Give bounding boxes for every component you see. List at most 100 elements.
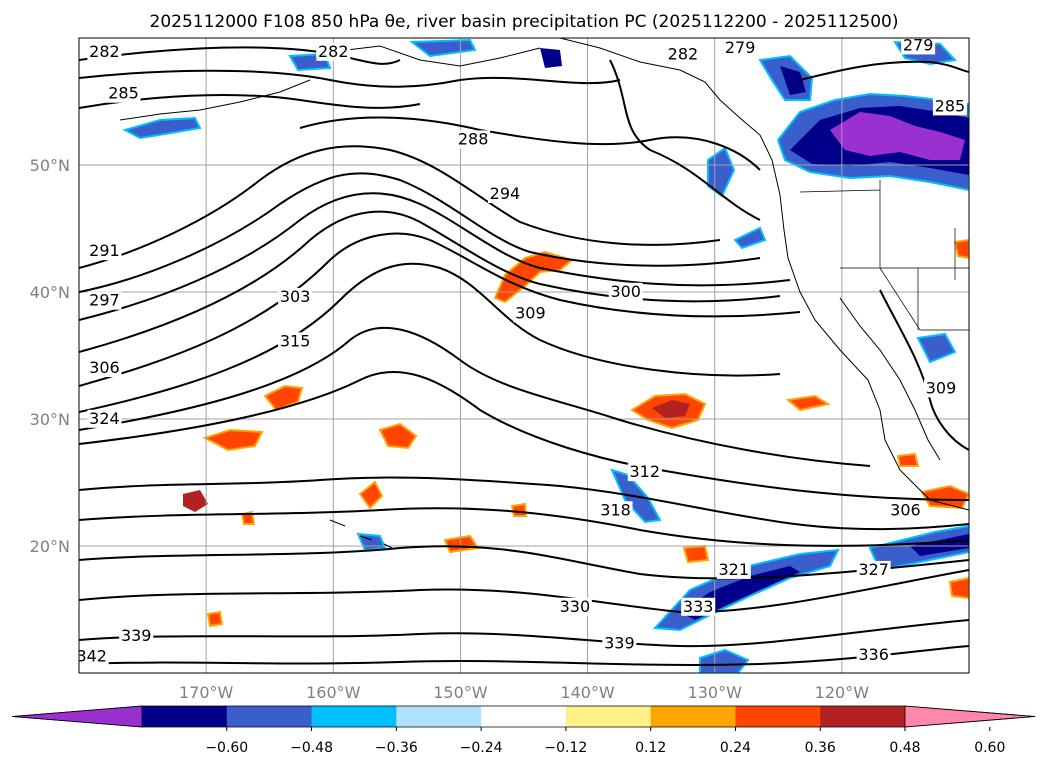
contour-label: 312 — [630, 462, 661, 481]
contour-label: 282 — [318, 42, 349, 61]
map-frame — [78, 37, 970, 674]
contour-label: 291 — [89, 241, 120, 260]
colorbar-tick-label: 0.60 — [974, 740, 1005, 756]
precip-pos-region — [358, 480, 384, 510]
contour-line — [79, 619, 969, 648]
map-panel: 282 282 279 279 282 285 285 288 294 291 297 303 300 3… — [79, 35, 969, 673]
latitude-tick-labels: 50°N 40°N 30°N 20°N — [30, 156, 70, 556]
contour-label-background — [602, 634, 637, 653]
contour-label-background — [87, 42, 122, 61]
colorbar-tick-label: −0.24 — [460, 740, 503, 756]
contour-label: 333 — [683, 597, 714, 616]
contour-label-background — [557, 597, 592, 616]
contour-label-background — [856, 646, 891, 665]
contour-label: 327 — [858, 560, 889, 579]
lon-tick-label: 170°W — [179, 683, 234, 702]
colorbar-tick-label: −0.48 — [290, 740, 333, 756]
colorbar-tick-label: 0.48 — [889, 740, 920, 756]
contour-label-background — [278, 332, 313, 351]
contour-label-background — [87, 242, 122, 261]
contour-label-background — [87, 291, 122, 310]
contour-line — [609, 59, 761, 221]
colorbar-extend-high — [904, 705, 1036, 728]
precip-pos-region — [263, 384, 304, 412]
contour-label: 309 — [515, 303, 546, 322]
contour-label-background — [278, 287, 313, 306]
contour-label: 336 — [858, 645, 889, 664]
precip-pos-region — [183, 490, 208, 512]
colorbar-segment — [481, 706, 567, 727]
colorbar-tick-label: 0.24 — [720, 740, 751, 756]
contour-label: 339 — [121, 626, 152, 645]
contour-label-background — [681, 597, 716, 616]
contour-line — [79, 569, 969, 614]
lon-tick-label: 120°W — [815, 683, 870, 702]
contour-label: 303 — [280, 287, 311, 306]
hawaii-islands — [329, 519, 393, 549]
lon-tick-label: 140°W — [560, 683, 615, 702]
precip-neg-region — [699, 648, 750, 673]
contour-label-background — [598, 501, 633, 520]
lat-tick-label: 40°N — [30, 283, 70, 302]
contour-line — [79, 262, 781, 413]
contour-label: 288 — [458, 129, 489, 148]
contour-labels: 282 282 279 279 282 285 285 288 294 291 297 303 300 3… — [79, 35, 967, 666]
lon-tick-label: 150°W — [433, 683, 488, 702]
contour-line — [299, 116, 761, 171]
state-borders — [799, 180, 969, 331]
contour-label-background — [513, 304, 548, 323]
contour-label-background — [888, 501, 923, 520]
colorbar-tick-label: −0.36 — [375, 740, 418, 756]
colorbar-tick-label: −0.60 — [205, 740, 248, 756]
contour-label: 300 — [610, 282, 641, 301]
longitude-tick-labels: 170°W 160°W 150°W 140°W 130°W 120°W — [179, 683, 869, 702]
contour-label-background — [716, 560, 751, 579]
colorbar-outline — [11, 705, 1036, 728]
contour-label-background — [106, 84, 141, 103]
contour-line — [79, 476, 969, 531]
contour-label: 330 — [560, 597, 591, 616]
contour-label-background — [79, 647, 109, 666]
colorbar-tick-label: 0.36 — [805, 740, 836, 756]
contour-label-background — [87, 409, 122, 428]
precip-pos-region — [896, 452, 920, 467]
alaska-peninsula-coastline — [329, 45, 541, 67]
precip-pos-region — [206, 610, 224, 628]
precip-pos-region — [948, 576, 969, 600]
precip-pos-region — [652, 400, 690, 418]
contour-label: 324 — [89, 409, 120, 428]
lat-tick-label: 30°N — [30, 410, 70, 429]
aleutian-islands — [119, 79, 311, 121]
lon-tick-label: 130°W — [688, 683, 743, 702]
lat-tick-label: 50°N — [30, 156, 70, 175]
colorbar-segment — [735, 706, 821, 727]
precip-pos-region — [378, 422, 418, 450]
contour-line — [79, 371, 969, 501]
contour-label-background — [119, 626, 154, 645]
baja-peninsula-coastline — [839, 297, 941, 461]
contour-label: 306 — [890, 500, 921, 519]
contour-label-background — [924, 379, 959, 398]
contour-label: 279 — [903, 35, 934, 54]
contour-line — [79, 326, 871, 467]
contour-label: 339 — [604, 634, 635, 653]
contour-label-background — [901, 38, 936, 55]
contour-line — [79, 172, 761, 293]
contour-label: 294 — [490, 184, 521, 203]
precip-neg-region — [540, 48, 562, 68]
colorbar-extend-low — [11, 705, 143, 728]
contour-label-background — [723, 38, 758, 57]
precip-pos-region — [510, 502, 528, 517]
precip-pos-region — [953, 238, 969, 260]
contour-line — [79, 46, 401, 65]
precip-pos-region — [920, 484, 969, 510]
contour-label: 297 — [89, 291, 120, 310]
precip-pos-region — [785, 394, 831, 412]
contour-label-background — [456, 130, 491, 149]
precip-neg-region — [910, 534, 969, 556]
contour-label: 285 — [108, 84, 139, 103]
colorbar-tick-label: 0.12 — [635, 740, 666, 756]
contour-label-background — [316, 42, 351, 61]
theta-e-contours — [79, 46, 969, 666]
